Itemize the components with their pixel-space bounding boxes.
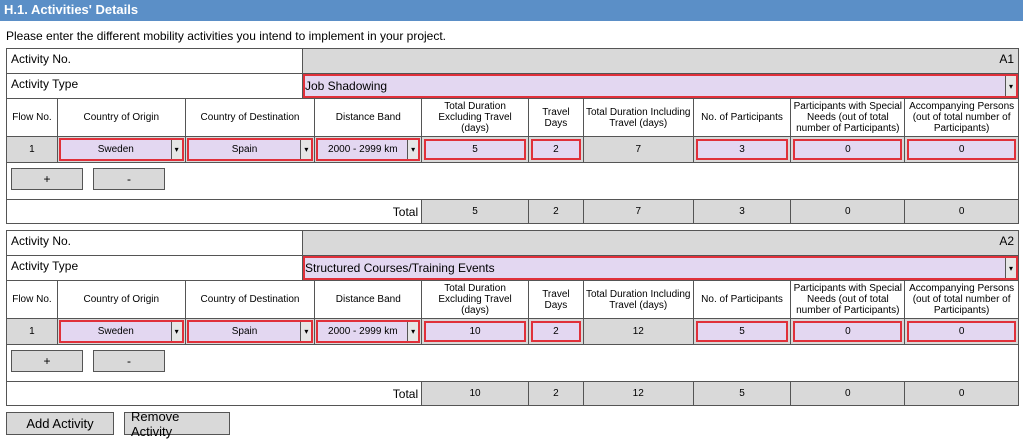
destination-select[interactable]: Spain ▾ (185, 137, 316, 162)
distance-select[interactable]: 2000 - 2999 km ▾ (315, 319, 423, 344)
activity-type-value: Structured Courses/Training Events (305, 261, 495, 275)
chevron-down-icon[interactable]: ▾ (407, 322, 419, 341)
chevron-down-icon[interactable]: ▾ (170, 322, 182, 341)
travel-days-input[interactable]: 2 (530, 321, 581, 342)
chevron-down-icon[interactable]: ▾ (300, 140, 312, 159)
destination-select[interactable]: Spain ▾ (185, 319, 316, 344)
duration-incl: 7 (583, 137, 694, 162)
col-header: No. of Participants (694, 281, 792, 318)
col-header: Accompanying Persons (out of total numbe… (909, 283, 1015, 316)
chevron-down-icon[interactable]: ▾ (300, 322, 312, 341)
total-participants: 3 (693, 200, 792, 223)
col-header: Country of Destination (186, 99, 316, 136)
total-row: Total 10 2 12 5 0 0 (6, 382, 1019, 406)
col-header: Accompanying Persons (out of total numbe… (909, 101, 1015, 134)
add-activity-button[interactable]: Add Activity (6, 412, 114, 435)
chevron-down-icon[interactable]: ▾ (407, 140, 419, 159)
remove-flow-button[interactable]: - (93, 350, 165, 372)
chevron-down-icon[interactable]: ▾ (1005, 76, 1016, 96)
destination-value: Spain (231, 326, 258, 337)
col-header: Travel Days (529, 99, 584, 136)
col-header: Distance Band (315, 281, 423, 318)
total-duration-excl: 10 (422, 382, 529, 405)
table-row: 1 Sweden ▾ Spain ▾ 2000 - 2999 km ▾ 5 2 7 3… (6, 137, 1019, 163)
remove-activity-button[interactable]: Remove Activity (124, 409, 230, 439)
section-title: H.1. Activities' Details (0, 0, 1023, 21)
total-travel-days: 2 (528, 382, 584, 405)
col-header: Flow No. (7, 99, 58, 136)
table-row: 1 Sweden ▾ Spain ▾ 2000 - 2999 km ▾ 10 2 12… (6, 319, 1019, 345)
total-accompanying: 0 (905, 200, 1018, 223)
activity-no-label: Activity No. (7, 49, 303, 73)
total-accompanying: 0 (905, 382, 1018, 405)
destination-value: Spain (231, 144, 258, 155)
activity-type-select[interactable]: Structured Courses/Training Events ▾ (303, 256, 1018, 280)
activity-type-select[interactable]: Job Shadowing ▾ (303, 74, 1018, 98)
activity-id: A1 (303, 49, 1018, 73)
activity-block-a1: Activity No. A1 Activity Type Job Shadow… (6, 48, 1019, 224)
col-header: Distance Band (315, 99, 423, 136)
intro-text: Please enter the different mobility acti… (6, 29, 447, 43)
activity-block-a2: Activity No. A2 Activity Type Structured… (6, 230, 1019, 406)
col-header: Country of Destination (186, 281, 316, 318)
special-needs-input[interactable]: 0 (793, 139, 903, 160)
accompanying-input[interactable]: 0 (907, 139, 1017, 160)
flow-no: 1 (7, 137, 58, 162)
flow-no: 1 (7, 319, 58, 344)
col-header: Total Duration Including Travel (days) (584, 99, 694, 136)
total-row: Total 5 2 7 3 0 0 (6, 200, 1019, 224)
chevron-down-icon[interactable]: ▾ (170, 140, 182, 159)
activity-buttons: Add Activity Remove Activity (6, 409, 230, 439)
add-flow-button[interactable]: + (11, 350, 83, 372)
col-header: No. of Participants (694, 99, 792, 136)
flow-buttons: + - (7, 163, 165, 199)
flow-buttons: + - (7, 345, 165, 381)
duration-incl: 12 (583, 319, 694, 344)
origin-value: Sweden (97, 144, 134, 155)
origin-select[interactable]: Sweden ▾ (57, 137, 186, 162)
remove-flow-button[interactable]: - (93, 168, 165, 190)
table-header-row: Flow No. Country of Origin Country of De… (6, 281, 1019, 319)
col-header: Total Duration Including Travel (days) (584, 281, 694, 318)
participants-input[interactable]: 3 (695, 139, 789, 160)
origin-select[interactable]: Sweden ▾ (57, 319, 186, 344)
col-header: Total Duration Excluding Travel (days) (422, 281, 529, 318)
col-header: Participants with Special Needs (out of … (791, 281, 906, 318)
activity-id: A2 (303, 231, 1018, 255)
total-participants: 5 (693, 382, 792, 405)
origin-value: Sweden (97, 326, 134, 337)
col-header: Participants with Special Needs (out of … (791, 99, 906, 136)
travel-days-input[interactable]: 2 (530, 139, 581, 160)
table-header-row: Flow No. Country of Origin Country of De… (6, 99, 1019, 137)
total-label: Total (7, 200, 423, 223)
total-duration-incl: 12 (583, 382, 694, 405)
special-needs-input[interactable]: 0 (793, 321, 903, 342)
col-header: Flow No. (7, 281, 58, 318)
participants-input[interactable]: 5 (695, 321, 789, 342)
total-label: Total (7, 382, 423, 405)
chevron-down-icon[interactable]: ▾ (1005, 258, 1016, 278)
duration-excl-input[interactable]: 10 (424, 321, 526, 342)
col-header: Country of Origin (58, 99, 186, 136)
total-travel-days: 2 (528, 200, 584, 223)
activity-type-label: Activity Type (7, 256, 303, 280)
total-duration-incl: 7 (583, 200, 694, 223)
total-duration-excl: 5 (422, 200, 529, 223)
accompanying-input[interactable]: 0 (907, 321, 1017, 342)
distance-select[interactable]: 2000 - 2999 km ▾ (315, 137, 423, 162)
col-header: Travel Days (529, 281, 584, 318)
activity-type-value: Job Shadowing (305, 79, 388, 93)
duration-excl-input[interactable]: 5 (424, 139, 526, 160)
col-header: Total Duration Excluding Travel (days) (422, 99, 529, 136)
col-header: Country of Origin (58, 281, 186, 318)
distance-value: 2000 - 2999 km (328, 144, 398, 155)
activity-no-label: Activity No. (7, 231, 303, 255)
total-special-needs: 0 (791, 200, 906, 223)
activity-type-label: Activity Type (7, 74, 303, 98)
total-special-needs: 0 (791, 382, 906, 405)
add-flow-button[interactable]: + (11, 168, 83, 190)
distance-value: 2000 - 2999 km (328, 326, 398, 337)
